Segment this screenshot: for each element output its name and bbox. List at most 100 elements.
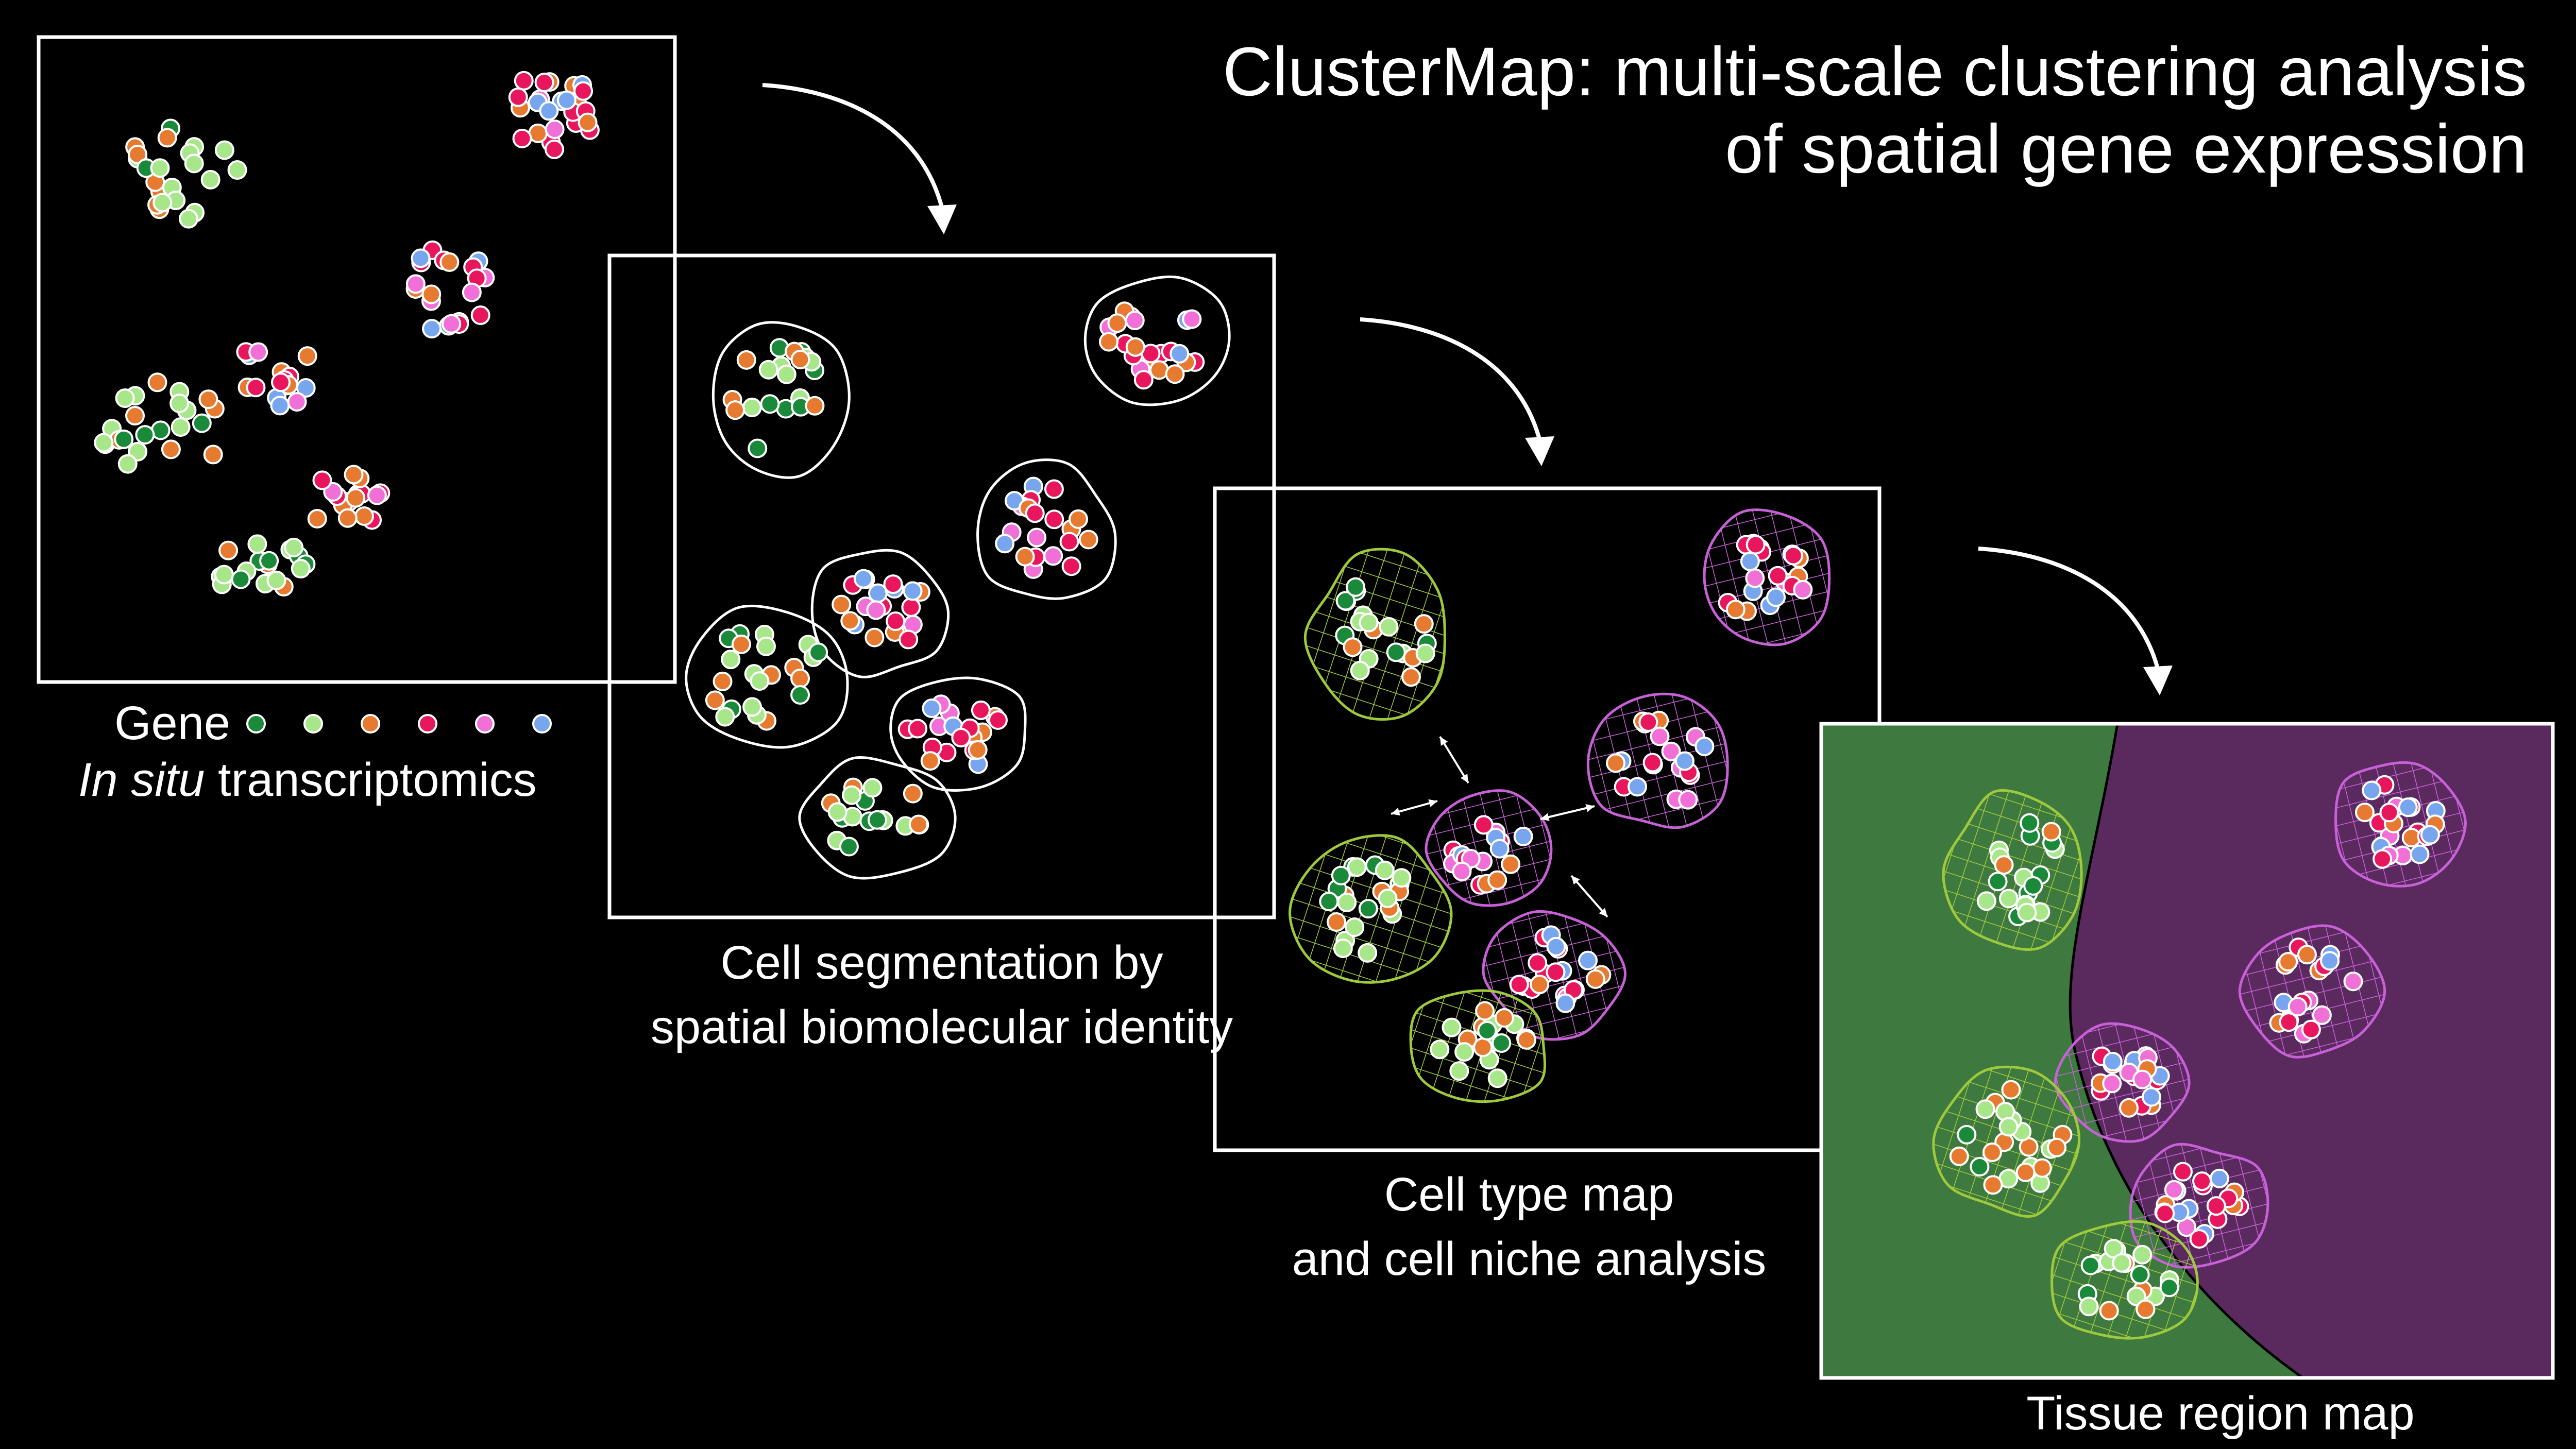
- gene-dot: [337, 508, 358, 528]
- gene-dot: [1415, 643, 1435, 663]
- gene-dot: [508, 87, 528, 107]
- gene-dot: [2279, 1012, 2299, 1032]
- gene-dot: [756, 636, 776, 656]
- title-line-1: ClusterMap: multi-scale clustering analy…: [1223, 33, 2527, 110]
- gene-dot: [135, 425, 155, 445]
- gene-dot: [1501, 854, 1521, 874]
- gene-dot: [951, 728, 971, 748]
- gene-dot: [354, 506, 374, 526]
- gene-dot: [1530, 975, 1550, 995]
- gene-dot: [1149, 360, 1169, 380]
- gene-dot: [1098, 332, 1118, 352]
- gene-dot: [2398, 797, 2418, 817]
- gene-dot: [1358, 943, 1378, 963]
- gene-dot: [865, 627, 885, 647]
- niche-arrow-head: [1599, 908, 1607, 917]
- panel-4-frame: [1819, 722, 2555, 1380]
- gene-dot: [1327, 912, 1347, 932]
- gene-dot: [297, 346, 317, 366]
- gene-dot: [344, 465, 364, 485]
- niche-arrow-head: [1460, 774, 1468, 783]
- gene-dot: [2362, 780, 2382, 800]
- gene-dot: [422, 319, 442, 339]
- gene-dot: [214, 140, 234, 160]
- gene-dot: [270, 396, 290, 416]
- gene-dot: [259, 551, 279, 571]
- gene-dot: [1358, 899, 1378, 919]
- gene-dot: [271, 372, 291, 393]
- gene-dot: [1477, 1020, 1497, 1041]
- gene-dot: [1976, 891, 1996, 911]
- gene-dot: [2410, 844, 2430, 864]
- cell-outline: [685, 604, 849, 749]
- gene-dot: [1454, 1042, 1475, 1062]
- gene-dot: [1628, 777, 1648, 797]
- gene-dot: [1043, 546, 1063, 566]
- gene-dot: [128, 144, 148, 164]
- gene-dot: [150, 158, 170, 178]
- gene-dot: [307, 508, 327, 529]
- gene-dot: [1487, 1068, 1507, 1088]
- gene-dot: [715, 707, 735, 727]
- cell-outline: [711, 321, 851, 479]
- niche-arrow-head: [1391, 808, 1400, 816]
- gene-dot: [248, 342, 268, 362]
- gene-dot: [1078, 530, 1098, 550]
- legend-subtitle: In situ transcriptomics: [78, 754, 537, 806]
- gene-dot: [192, 413, 212, 433]
- gene-dot: [1546, 936, 1566, 957]
- caption-panel-2-line-2: spatial biomolecular identity: [651, 1001, 1233, 1053]
- niche-arrow-head: [1440, 737, 1448, 746]
- arrow-curved-down-icon: [762, 83, 957, 234]
- legend-gene-swatch: [475, 714, 495, 734]
- gene-dot: [1401, 667, 1421, 687]
- gene-dot: [171, 417, 191, 437]
- gene-dot: [198, 389, 218, 410]
- gene-dot: [867, 810, 887, 830]
- gene-dot: [2372, 849, 2393, 869]
- gene-dot: [227, 160, 247, 180]
- gene-dot: [203, 445, 223, 465]
- gene-dot: [114, 429, 134, 449]
- gene-dot: [736, 350, 756, 370]
- cell-outline: [889, 676, 1027, 792]
- gene-dot: [899, 629, 919, 650]
- gene-dot: [971, 700, 991, 720]
- legend-gene-swatch: [532, 714, 552, 734]
- gene-dot: [1442, 1017, 1462, 1037]
- niche-arrow-line: [1439, 736, 1469, 784]
- gene-dot: [439, 252, 460, 272]
- gene-dot: [534, 72, 554, 92]
- gene-dot: [1694, 737, 1715, 757]
- gene-dot: [2189, 1229, 2209, 1249]
- gene-dot: [1745, 535, 1766, 555]
- gene-dot: [862, 778, 883, 798]
- gene-dot: [758, 360, 778, 380]
- panel-1-frame: [37, 35, 677, 684]
- gene-dot: [2126, 1286, 2146, 1306]
- gene-dot: [2047, 1137, 2067, 1157]
- gene-dot: [2155, 1203, 2175, 1223]
- gene-dot: [840, 611, 860, 631]
- gene-dot: [125, 406, 145, 426]
- gene-dot: [161, 439, 181, 459]
- gene-dot: [1975, 1099, 1995, 1119]
- gene-dot: [1337, 892, 1357, 912]
- gene-dot: [1661, 741, 1681, 761]
- gene-dot: [1386, 642, 1406, 662]
- gene-dot: [2099, 1301, 2119, 1321]
- arrow-curved-down-icon: [1978, 547, 2173, 695]
- title-line-2: of spatial gene expression: [1725, 111, 2527, 187]
- gene-dot: [853, 569, 873, 589]
- gene-dot: [748, 438, 768, 458]
- legend-gene-swatches: [246, 714, 552, 734]
- gene-dot: [2001, 1080, 2021, 1100]
- gene-dot: [901, 597, 921, 617]
- gene-dot: [832, 594, 852, 615]
- panel-2-cell-outlines: [685, 275, 1231, 880]
- gene-dot: [1059, 532, 1079, 552]
- caption-panel-4: Tissue region map: [2026, 1387, 2414, 1440]
- gene-dot: [2023, 876, 2043, 896]
- gene-dot: [1745, 568, 1765, 588]
